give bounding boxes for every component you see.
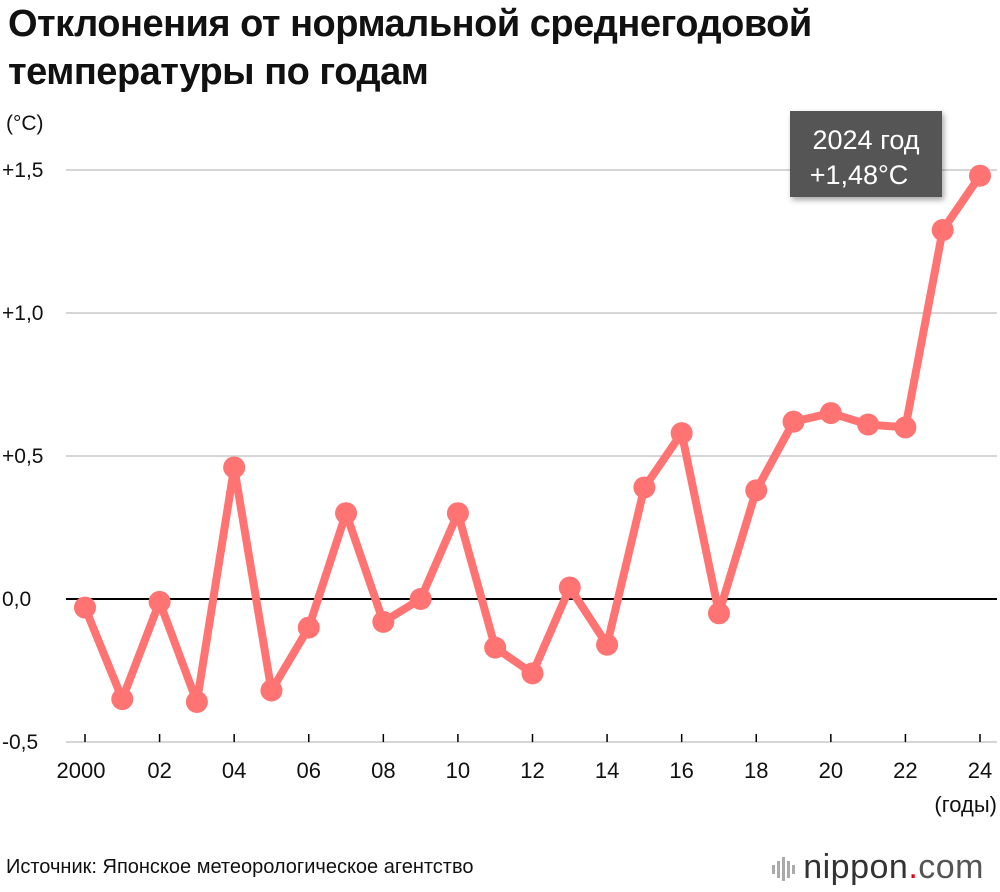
- x-tick-label: 22: [893, 758, 917, 783]
- x-tick-label: 08: [371, 758, 395, 783]
- data-point: [633, 476, 656, 499]
- data-point: [409, 588, 432, 610]
- x-tick-label: 12: [520, 758, 544, 783]
- callout-box: [790, 111, 942, 197]
- y-tick-label: +1,0: [2, 302, 43, 325]
- data-point: [372, 610, 395, 633]
- data-point: [558, 576, 581, 599]
- data-point: [707, 602, 730, 625]
- nippon-logo-icon: [772, 856, 796, 881]
- data-point: [260, 679, 283, 702]
- x-tick-label: 02: [147, 758, 171, 783]
- x-tick-label: 06: [297, 758, 321, 783]
- data-point: [596, 633, 619, 656]
- data-point: [446, 502, 469, 525]
- data-point: [969, 164, 991, 187]
- data-point: [857, 413, 880, 436]
- data-point: [185, 690, 208, 713]
- y-unit-label: (°C): [6, 112, 44, 135]
- x-tick-label: 24: [968, 758, 992, 783]
- x-tick-label: 2000: [57, 758, 106, 783]
- data-point: [670, 422, 693, 445]
- logo-tld: com: [918, 848, 984, 886]
- data-point: [782, 410, 805, 433]
- series-line: [81, 171, 984, 706]
- y-tick-label: 0,0: [2, 588, 31, 611]
- data-point: [819, 402, 842, 425]
- data-point: [931, 219, 954, 242]
- x-unit-label: (годы): [934, 792, 997, 817]
- data-point: [521, 662, 544, 685]
- data-point: [484, 636, 507, 659]
- y-tick-label: +1,5: [2, 159, 43, 182]
- nippon-logo: nippon. com: [771, 848, 984, 887]
- logo-name: nippon: [803, 848, 909, 886]
- data-point: [111, 688, 134, 711]
- y-tick-label: -0,5: [2, 731, 38, 754]
- chart-title: Отклонения от нормальной среднегодовой т…: [8, 3, 812, 93]
- y-tick-label: +0,5: [2, 445, 43, 468]
- data-point: [74, 596, 96, 619]
- callout-year: 2024 год: [813, 125, 920, 155]
- data-point: [297, 616, 320, 639]
- callout-value: +1,48°C: [810, 160, 909, 190]
- source-note: Источник: Японское метеорологическое аге…: [6, 856, 474, 878]
- data-point: [894, 416, 917, 439]
- data-point: [148, 590, 171, 613]
- x-tick-label: 20: [819, 758, 843, 783]
- x-tick-label: 04: [222, 758, 246, 783]
- x-tick-label: 16: [669, 758, 693, 783]
- annotation-callout: 2024 год +1,48°C: [790, 111, 942, 197]
- data-point: [745, 479, 768, 502]
- data-point: [223, 456, 246, 479]
- x-tick-label: 18: [744, 758, 768, 783]
- data-point: [335, 502, 358, 525]
- x-tick-label: 10: [446, 758, 470, 783]
- logo-dot: .: [908, 848, 919, 886]
- x-tick-label: 14: [595, 758, 619, 783]
